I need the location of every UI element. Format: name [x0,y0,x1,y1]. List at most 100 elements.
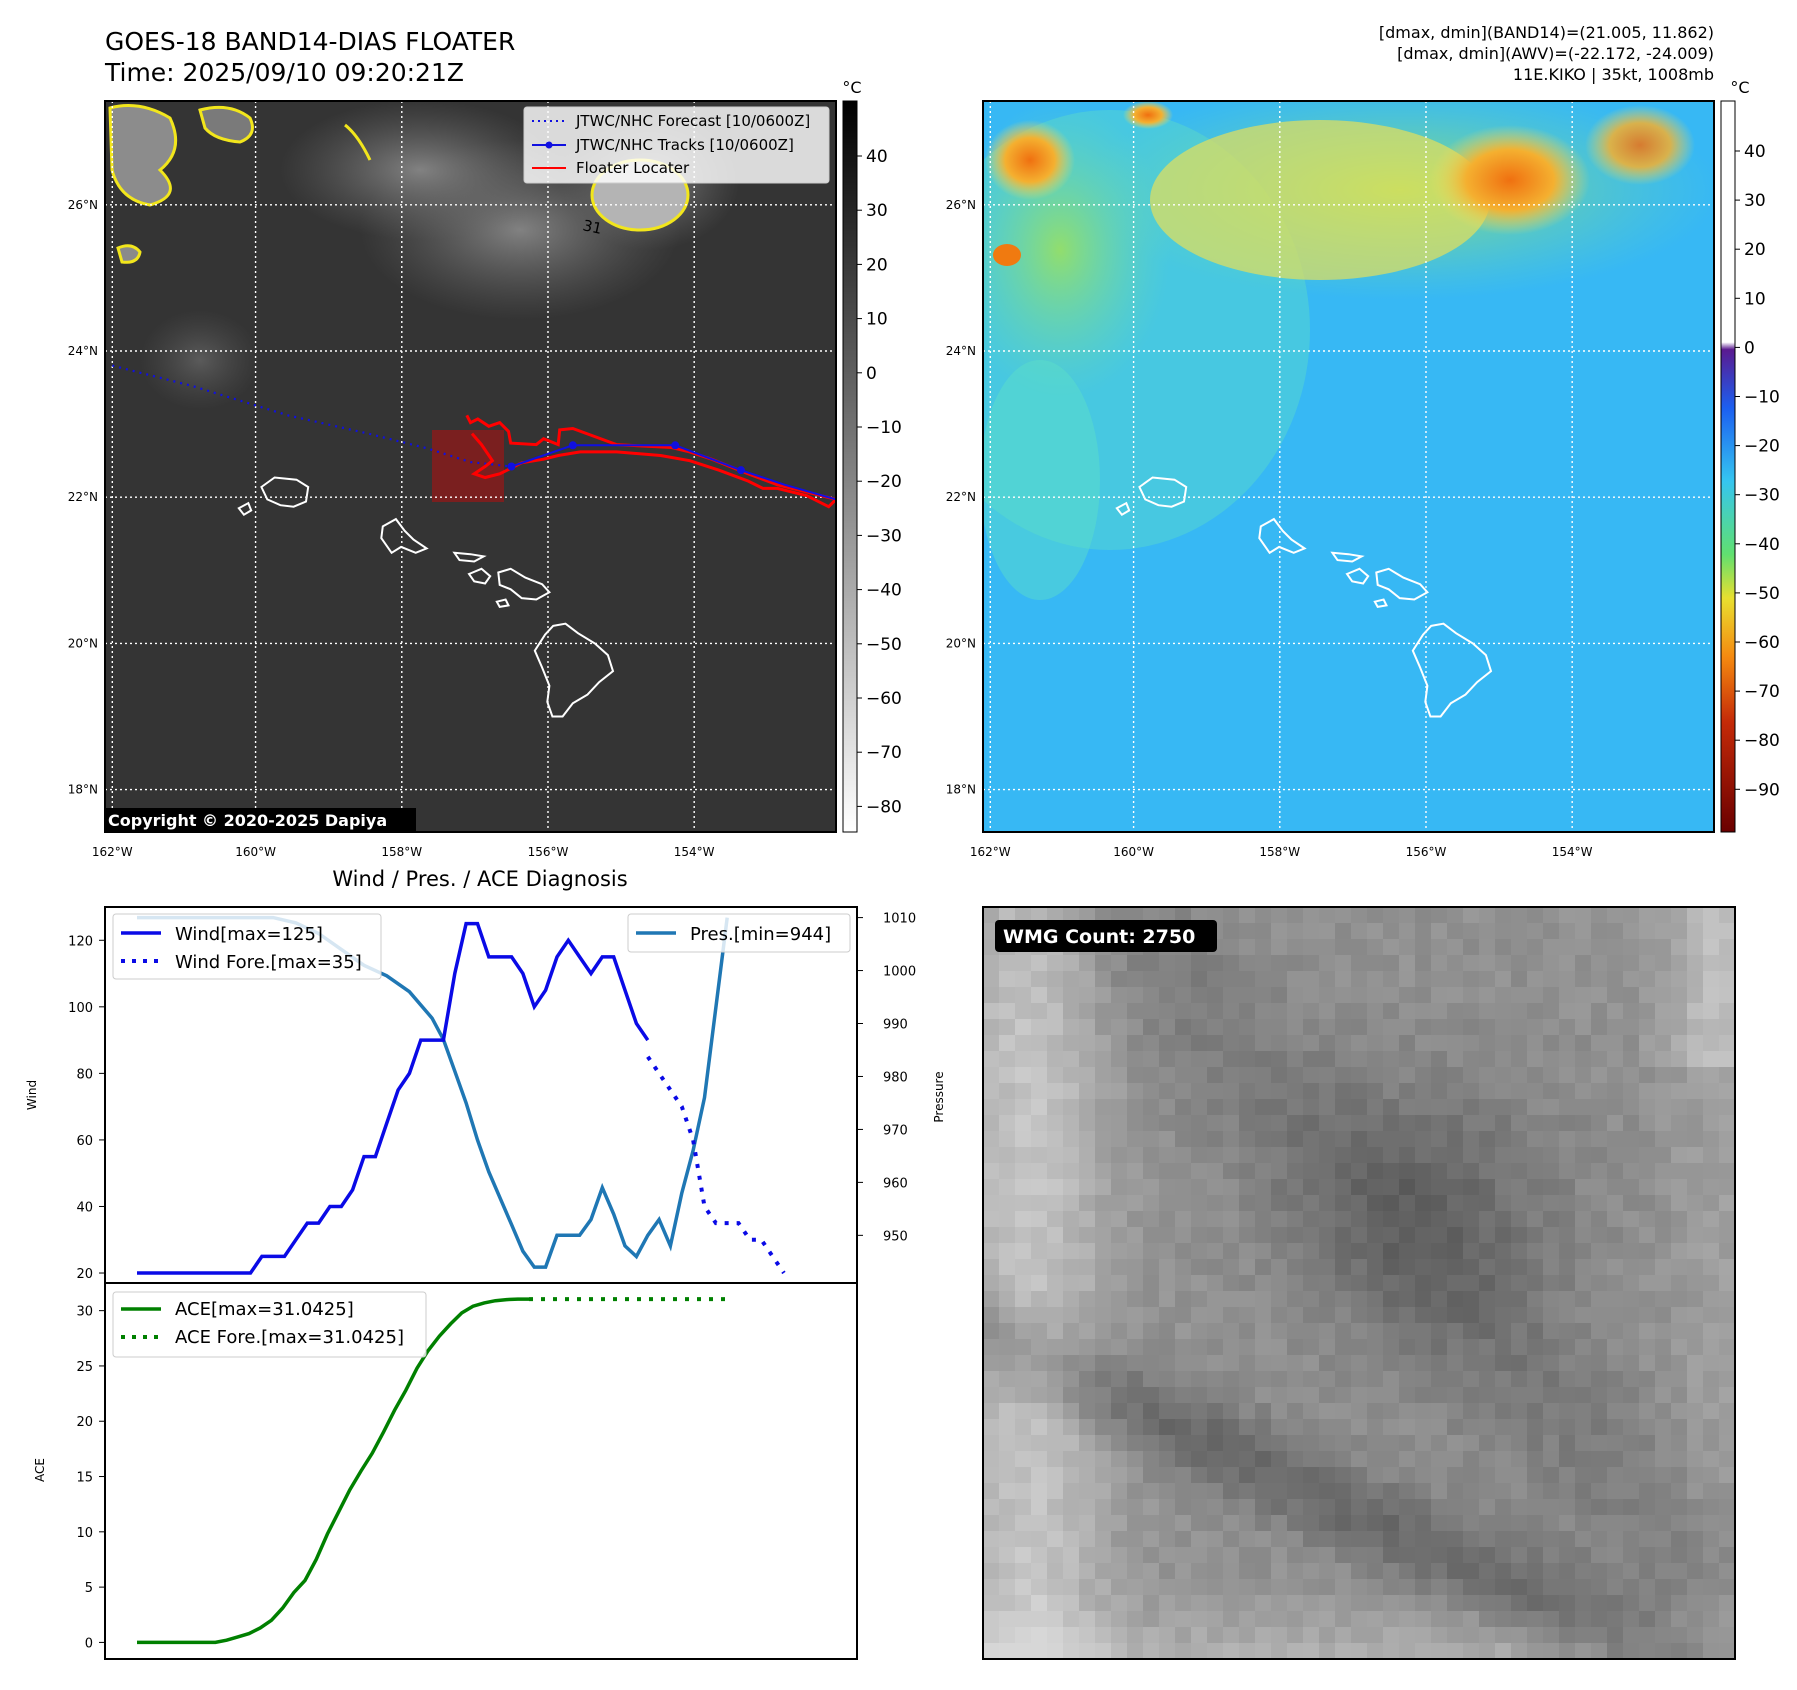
wmg-pixel [1575,1515,1591,1531]
wmg-pixel [1127,1579,1143,1595]
wmg-pixel [1527,1227,1543,1243]
wmg-pixel [1655,1595,1671,1611]
wmg-pixel [1095,1051,1111,1067]
wmg-pixel [1447,1035,1463,1051]
wmg-pixel [1607,1019,1623,1035]
wmg-pixel [1287,1259,1303,1275]
wmg-pixel [1351,1259,1367,1275]
wmg-pixel [1159,1627,1175,1643]
wmg-pixel [1383,1531,1399,1547]
wmg-pixel [1463,971,1479,987]
wmg-pixel [1063,1563,1079,1579]
wmg-pixel [1687,1611,1703,1627]
wmg-pixel [1671,1259,1687,1275]
wmg-pixel [1495,1051,1511,1067]
wmg-pixel [1415,1307,1431,1323]
wmg-pixel [1671,1627,1687,1643]
wmg-pixel [999,987,1015,1003]
wmg-pixel [1527,1371,1543,1387]
wmg-pixel [1191,1195,1207,1211]
wmg-pixel [1687,955,1703,971]
wmg-pixel [1127,1531,1143,1547]
wmg-pixel [1319,987,1335,1003]
wmg-pixel [1031,1035,1047,1051]
wmg-pixel [1335,1611,1351,1627]
wmg-pixel [1207,1579,1223,1595]
wmg-pixel [1639,1291,1655,1307]
wmg-pixel [1543,1051,1559,1067]
wmg-pixel [1207,907,1223,923]
wmg-pixel [1479,1035,1495,1051]
wmg-pixel [1495,1131,1511,1147]
wmg-pixel [1607,1419,1623,1435]
wmg-pixel [1127,1307,1143,1323]
wmg-pixel [1543,1275,1559,1291]
wmg-pixel [1607,1403,1623,1419]
wmg-pixel [1607,1131,1623,1147]
wmg-pixel [1511,907,1527,923]
wmg-pixel [1591,1179,1607,1195]
wmg-pixel [1255,1483,1271,1499]
wmg-pixel [1367,1195,1383,1211]
wmg-pixel [1255,1003,1271,1019]
wmg-pixel [1687,923,1703,939]
wmg-pixel [1383,1259,1399,1275]
wmg-pixel [1431,1067,1447,1083]
wmg-pixel [983,1323,999,1339]
wmg-pixel [1479,1467,1495,1483]
wmg-pixel [1559,1659,1575,1675]
wmg-pixel [1367,1323,1383,1339]
wmg-pixel [1495,1259,1511,1275]
wmg-pixel [1639,1131,1655,1147]
wmg-pixel [1415,1339,1431,1355]
wmg-pixel [1191,971,1207,987]
wmg-pixel [1287,1499,1303,1515]
wmg-pixel [1015,1531,1031,1547]
wmg-pixel [1639,1323,1655,1339]
wmg-pixel [1367,987,1383,1003]
wmg-pixel [1399,1147,1415,1163]
wmg-pixel [1159,1323,1175,1339]
wmg-pixel [1383,1147,1399,1163]
wmg-pixel [983,1003,999,1019]
wmg-pixel [1591,1003,1607,1019]
wmg-pixel [1223,1499,1239,1515]
wmg-pixel [1575,1019,1591,1035]
wmg-pixel [1447,1179,1463,1195]
wmg-pixel [983,955,999,971]
wmg-pixel [1639,987,1655,1003]
wmg-pixel [1607,1627,1623,1643]
wmg-pixel [1607,1323,1623,1339]
wmg-pixel [1063,1323,1079,1339]
wmg-pixel [1671,1291,1687,1307]
wmg-pixel [1015,1163,1031,1179]
wmg-pixel [1079,1483,1095,1499]
wmg-pixel [1143,1563,1159,1579]
wmg-pixel [1687,1627,1703,1643]
wmg-pixel [1175,1259,1191,1275]
wmg-pixel [1031,1211,1047,1227]
wmg-pixel [1303,1323,1319,1339]
wmg-pixel [1111,1387,1127,1403]
wmg-pixel [1559,1195,1575,1211]
wmg-pixel [1271,955,1287,971]
wmg-pixel [1143,1435,1159,1451]
wmg-pixel [1623,1387,1639,1403]
wmg-pixel [1095,1307,1111,1323]
wmg-pixel [1687,1339,1703,1355]
wmg-pixel [1335,1275,1351,1291]
wmg-pixel [1159,1003,1175,1019]
wmg-pixel [1271,1451,1287,1467]
wmg-pixel [1687,1003,1703,1019]
wmg-pixel [1495,1243,1511,1259]
wmg-pixel [1479,1163,1495,1179]
wmg-pixel [1047,1563,1063,1579]
wmg-pixel [1015,1211,1031,1227]
wmg-pixel [1399,1163,1415,1179]
wmg-pixel [1207,1291,1223,1307]
wmg-pixel [1031,1339,1047,1355]
wmg-pixel [983,1563,999,1579]
wmg-pixel [1079,1083,1095,1099]
wmg-pixel [1159,1403,1175,1419]
wmg-pixel [999,1019,1015,1035]
